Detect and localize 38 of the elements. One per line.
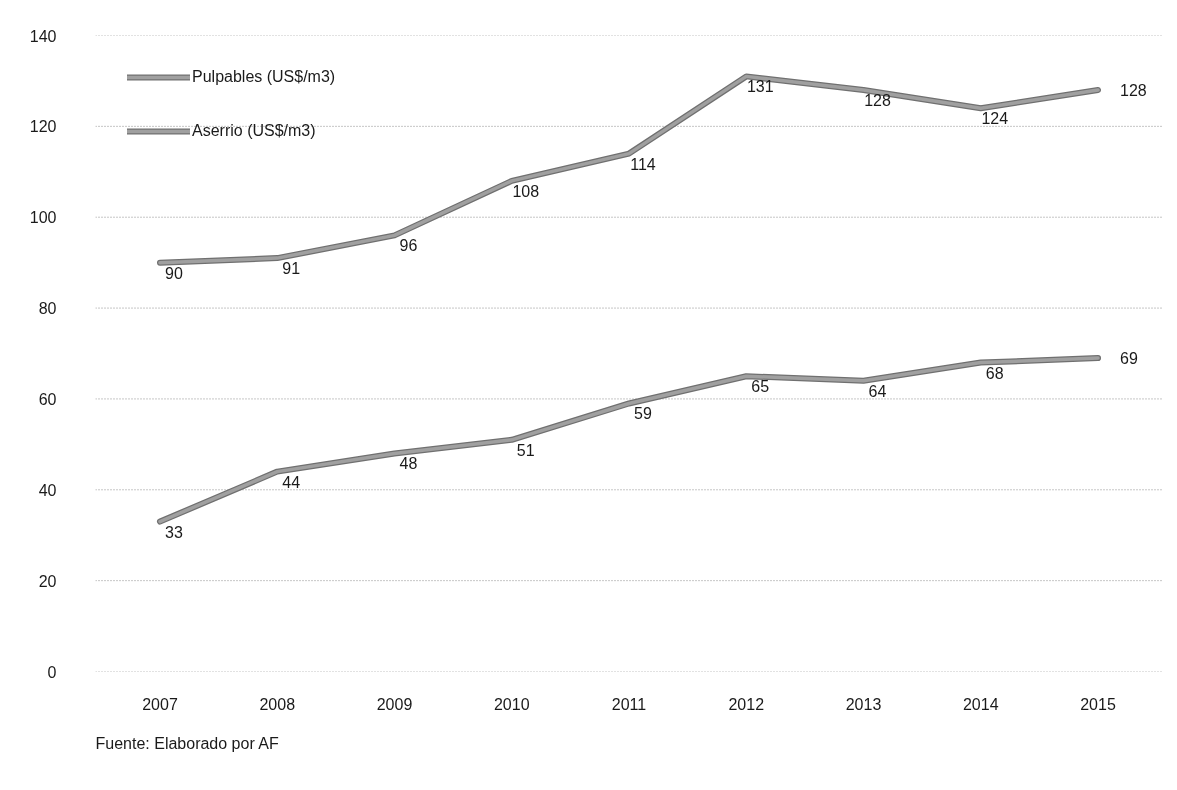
y-tick-label: 140 [29,27,57,45]
data-label: 90 [165,264,183,282]
data-label: 96 [399,237,418,255]
legend-label: Aserrio (US$/m3) [192,122,316,140]
x-tick-label: 2007 [142,695,178,713]
y-tick-label: 40 [38,481,57,499]
data-label: 91 [282,260,301,278]
data-label: 128 [864,92,891,110]
data-label: 108 [512,182,540,200]
data-label: 114 [630,155,656,173]
legend-label: Pulpables (US$/m3) [192,68,336,86]
data-label: 51 [516,441,535,459]
y-tick-label: 120 [29,118,57,136]
data-label: 44 [282,473,301,491]
y-tick-label: 0 [47,663,57,681]
x-tick-label: 2014 [962,695,999,713]
y-tick-label: 60 [38,390,57,408]
x-tick-label: 2009 [376,695,413,713]
data-label: 124 [981,110,1009,128]
y-tick-label: 80 [38,300,57,318]
data-label: 131 [746,78,774,96]
data-label: 65 [751,378,770,396]
x-tick-label: 2008 [259,695,296,713]
data-label: 68 [985,364,1004,382]
x-tick-label: 2013 [845,695,882,713]
x-tick-label: 2012 [728,695,765,713]
data-label: 64 [868,382,887,400]
x-tick-label: 2011 [611,695,647,713]
data-label: 59 [634,405,652,423]
data-label: 128 [1120,82,1147,100]
data-label: 33 [165,523,183,541]
data-label: 69 [1120,350,1138,368]
y-tick-label: 100 [29,209,57,227]
y-tick-label: 20 [38,572,57,590]
x-tick-label: 2015 [1080,695,1116,713]
x-tick-label: 2010 [493,695,530,713]
data-label: 48 [399,455,418,473]
source-note: Fuente: Elaborado por AF [95,734,279,752]
